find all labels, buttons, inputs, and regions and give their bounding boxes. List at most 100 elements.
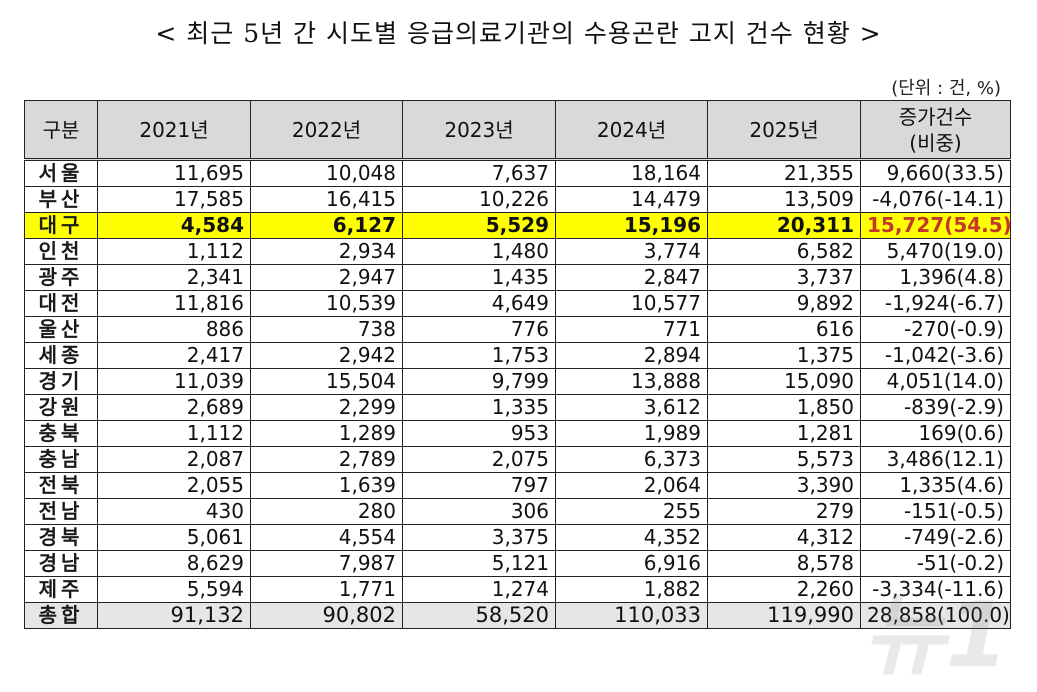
value-cell-2021: 2,055 [97,472,251,499]
table-row: 충북 1,112 1,289 953 1,989 1,281 169(0.6) [24,420,1011,447]
value-cell-2024: 255 [555,498,708,525]
value-cell-2024: 6,373 [555,446,708,473]
region-cell: 서울 [24,159,98,187]
header-2025: 2025년 [707,100,861,160]
change-cell: 5,470(19.0) [860,238,1011,265]
change-cell: 15,727(54.5) [860,212,1012,239]
value-cell-2021: 1,112 [97,238,251,265]
value-cell-2022: 10,048 [250,159,403,187]
header-region: 구분 [24,100,98,160]
value-cell-2022: 4,554 [250,524,403,551]
table-row: 제주 5,594 1,771 1,274 1,882 2,260 -3,334(-11.6) [24,576,1011,603]
header-row: 구분 2021년 2022년 2023년 2024년 2025년 증가건수 (비… [24,100,1011,160]
region-cell: 경남 [24,550,98,577]
value-cell-2022: 15,504 [250,368,403,395]
value-cell-2022: 1,639 [250,472,403,499]
value-cell-2021: 430 [97,498,251,525]
change-cell: -151(-0.5) [860,498,1011,525]
value-cell-2023: 953 [402,420,556,447]
region-cell: 대전 [24,290,98,317]
table-row: 대전 11,816 10,539 4,649 10,577 9,892 -1,924(-6.… [24,290,1011,317]
region-cell: 전남 [24,498,98,525]
value-cell-2024: 13,888 [555,368,708,395]
value-cell-2023: 4,649 [402,290,556,317]
value-cell-2024: 110,033 [555,602,708,629]
region-cell: 충남 [24,446,98,473]
table-row: 경기 11,039 15,504 9,799 13,888 15,090 4,051(14.… [24,368,1011,395]
value-cell-2023: 776 [402,316,556,343]
table-row: 경남 8,629 7,987 5,121 6,916 8,578 -51(-0.2) [24,550,1011,577]
value-cell-2025: 6,582 [707,238,861,265]
region-cell: 세종 [24,342,98,369]
value-cell-2022: 2,947 [250,264,403,291]
region-cell: 광주 [24,264,98,291]
region-cell: 충북 [24,420,98,447]
value-cell-2024: 771 [555,316,708,343]
value-cell-2022: 90,802 [250,602,403,629]
header-2024: 2024년 [555,100,708,160]
value-cell-2022: 2,299 [250,394,403,421]
table-row: 세종 2,417 2,942 1,753 2,894 1,375 -1,042(-3.6) [24,342,1011,369]
value-cell-2021: 1,112 [97,420,251,447]
value-cell-2021: 11,039 [97,368,251,395]
value-cell-2023: 1,753 [402,342,556,369]
value-cell-2022: 2,789 [250,446,403,473]
value-cell-2024: 6,916 [555,550,708,577]
value-cell-2021: 2,341 [97,264,251,291]
header-2023: 2023년 [402,100,556,160]
value-cell-2022: 1,289 [250,420,403,447]
change-cell: -839(-2.9) [860,394,1011,421]
value-cell-2023: 9,799 [402,368,556,395]
value-cell-2023: 1,480 [402,238,556,265]
value-cell-2024: 18,164 [555,159,708,187]
value-cell-2023: 5,529 [402,212,556,239]
value-cell-2023: 797 [402,472,556,499]
value-cell-2022: 6,127 [250,212,403,239]
value-cell-2023: 306 [402,498,556,525]
value-cell-2024: 4,352 [555,524,708,551]
value-cell-2025: 5,573 [707,446,861,473]
value-cell-2021: 886 [97,316,251,343]
value-cell-2021: 91,132 [97,602,251,629]
header-2021: 2021년 [97,100,251,160]
value-cell-2025: 3,737 [707,264,861,291]
change-cell: 28,858(100.0) [860,602,1011,629]
value-cell-2023: 1,335 [402,394,556,421]
change-cell: 4,051(14.0) [860,368,1011,395]
header-change: 증가건수 (비중) [860,100,1011,160]
value-cell-2025: 21,355 [707,159,861,187]
change-cell: -1,042(-3.6) [860,342,1011,369]
table-row: 전북 2,055 1,639 797 2,064 3,390 1,335(4.6) [24,472,1011,499]
value-cell-2025: 616 [707,316,861,343]
change-cell: 9,660(33.5) [860,159,1011,187]
value-cell-2022: 16,415 [250,186,403,213]
value-cell-2025: 1,850 [707,394,861,421]
table-row: 충남 2,087 2,789 2,075 6,373 5,573 3,486(12.1) [24,446,1011,473]
value-cell-2024: 2,064 [555,472,708,499]
value-cell-2024: 15,196 [555,212,708,239]
value-cell-2025: 1,375 [707,342,861,369]
change-cell: -51(-0.2) [860,550,1011,577]
unit-note: (단위 : 건, %) [891,78,1001,99]
header-change-label: 증가건수 [898,104,973,129]
value-cell-2025: 2,260 [707,576,861,603]
value-cell-2021: 5,061 [97,524,251,551]
value-cell-2024: 2,847 [555,264,708,291]
table-row: 인천 1,112 2,934 1,480 3,774 6,582 5,470(19.0) [24,238,1011,265]
value-cell-2024: 1,882 [555,576,708,603]
value-cell-2025: 119,990 [707,602,861,629]
value-cell-2025: 3,390 [707,472,861,499]
value-cell-2021: 8,629 [97,550,251,577]
region-cell: 총합 [24,602,98,629]
value-cell-2022: 2,934 [250,238,403,265]
change-cell: -270(-0.9) [860,316,1011,343]
value-cell-2022: 2,942 [250,342,403,369]
value-cell-2025: 15,090 [707,368,861,395]
table-row: 전남 430 280 306 255 279 -151(-0.5) [24,498,1011,525]
header-change-share: (비중) [909,130,962,155]
document-title: < 최근 5년 간 시도별 응급의료기관의 수용곤란 고지 건수 현황 > [155,19,882,48]
value-cell-2021: 5,594 [97,576,251,603]
value-cell-2024: 1,989 [555,420,708,447]
value-cell-2023: 58,520 [402,602,556,629]
change-cell: 3,486(12.1) [860,446,1011,473]
